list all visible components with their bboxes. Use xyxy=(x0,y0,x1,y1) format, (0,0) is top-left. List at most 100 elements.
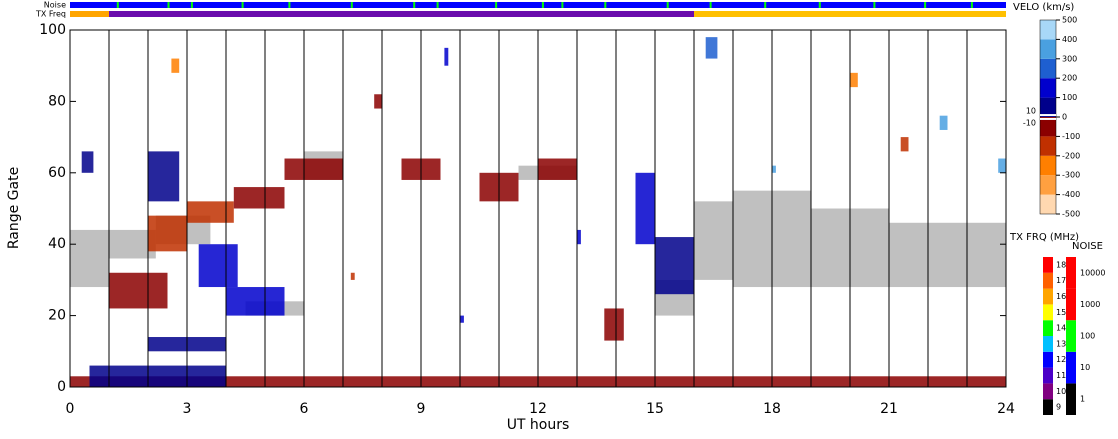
x-tick-label: 15 xyxy=(646,401,664,417)
noise-fleck xyxy=(167,2,170,8)
velocity-patch xyxy=(939,115,948,130)
x-tick-label: 21 xyxy=(880,401,898,417)
velo-tick-label: -100 xyxy=(1062,132,1080,141)
velo-colorbar-cell xyxy=(1040,39,1056,59)
velo-colorbar-cell xyxy=(1040,58,1056,79)
noise-colorbar-cell xyxy=(1066,320,1076,352)
velo-inner-label: -10 xyxy=(1023,118,1036,127)
txfrq-tick-label: 11 xyxy=(1056,371,1066,380)
velo-tick-label: -200 xyxy=(1062,151,1080,160)
txfrq-colorbar-cell xyxy=(1043,288,1053,305)
y-tick-label: 80 xyxy=(48,93,66,109)
velo-colorbar-cell xyxy=(1040,78,1056,98)
noise-fleck xyxy=(413,2,416,8)
velocity-patch xyxy=(89,365,226,387)
noise-fleck xyxy=(241,2,244,8)
noise-fleck xyxy=(561,2,564,8)
velocity-patch xyxy=(538,158,577,180)
velocity-patch xyxy=(226,287,285,316)
ground-scatter xyxy=(70,229,109,288)
txfrq-colorbar-cell xyxy=(1043,351,1053,368)
noise-tick-label: 1 xyxy=(1080,395,1085,404)
velocity-patch xyxy=(460,315,464,323)
noise-colorbar-cell xyxy=(1066,257,1076,289)
noise-fleck xyxy=(436,2,439,8)
txfrq-colorbar-cell xyxy=(1043,383,1053,400)
txfrq-colorbar-cell xyxy=(1043,399,1053,415)
velocity-patch xyxy=(374,94,382,109)
noise-fleck xyxy=(604,2,607,8)
noise-tick-label: 10000 xyxy=(1080,268,1105,277)
txfrq-tick-label: 17 xyxy=(1056,276,1066,285)
velocity-patch xyxy=(187,201,234,223)
noise-fleck xyxy=(541,2,544,8)
noise-bar xyxy=(70,2,1006,8)
velo-tick-label: -400 xyxy=(1062,190,1080,199)
x-tick-label: 24 xyxy=(997,401,1015,417)
velocity-patch xyxy=(444,47,449,66)
velocity-patch xyxy=(705,37,718,59)
txfrq-tick-label: 18 xyxy=(1056,260,1066,269)
txfrq-colorbar-cell xyxy=(1043,257,1053,273)
ground-scatter xyxy=(694,201,733,280)
txfrq-tick-label: 12 xyxy=(1056,355,1066,364)
noise-fleck xyxy=(970,2,973,8)
txfrq-tick-label: 14 xyxy=(1056,324,1066,333)
velocity-patch xyxy=(148,151,180,202)
noise-colorbar-cell xyxy=(1066,351,1076,384)
velocity-patch xyxy=(148,215,187,252)
noise-label: Noise xyxy=(44,1,66,10)
velo-colorbar-cell xyxy=(1040,136,1056,156)
txfrq-tick-label: 16 xyxy=(1056,292,1066,301)
velo-zero-band xyxy=(1040,117,1056,120)
noise-fleck xyxy=(924,2,927,8)
noise-fleck xyxy=(764,2,767,8)
txfrq-tick-label: 10 xyxy=(1056,387,1066,396)
noise-fleck xyxy=(190,2,193,8)
velocity-patch xyxy=(577,229,581,245)
velocity-patch xyxy=(998,158,1006,173)
noise-tick-label: 10 xyxy=(1080,363,1090,372)
txfrq-colorbar-cell xyxy=(1043,367,1053,384)
noise-title: NOISE xyxy=(1072,241,1103,252)
velocity-patch xyxy=(655,237,694,295)
velo-tick-label: 0 xyxy=(1062,113,1067,122)
x-axis-label: UT hours xyxy=(507,417,570,433)
noise-fleck xyxy=(709,2,712,8)
velocity-patch xyxy=(350,272,355,280)
noise-fleck xyxy=(873,2,876,8)
velocity-patch xyxy=(81,151,94,173)
velo-zero-band xyxy=(1040,114,1056,117)
velocity-patch xyxy=(233,187,285,209)
velocity-patch xyxy=(284,158,343,180)
velocity-patch xyxy=(772,165,776,173)
txfreq-segment xyxy=(694,11,1006,17)
x-tick-label: 18 xyxy=(763,401,781,417)
y-tick-label: 40 xyxy=(48,236,66,252)
noise-tick-label: 100 xyxy=(1080,332,1095,341)
velocity-patch xyxy=(635,172,655,245)
y-tick-label: 20 xyxy=(48,308,66,324)
velocity-patch xyxy=(171,58,180,73)
velo-colorbar-cell xyxy=(1040,97,1056,117)
velo-tick-label: 300 xyxy=(1062,54,1077,63)
velo-tick-label: 100 xyxy=(1062,93,1077,102)
txfrq-colorbar-cell xyxy=(1043,320,1053,336)
ground-scatter xyxy=(889,222,1006,288)
noise-tick-label: 1000 xyxy=(1080,300,1100,309)
y-tick-label: 100 xyxy=(39,22,66,38)
txfrq-colorbar-cell xyxy=(1043,272,1053,289)
txfrq-tick-label: 13 xyxy=(1056,339,1066,348)
velo-tick-label: 400 xyxy=(1062,35,1077,44)
velocity-patch xyxy=(198,244,238,288)
velo-tick-label: 500 xyxy=(1062,16,1077,25)
txfrq-tick-label: 9 xyxy=(1056,403,1061,412)
velo-colorbar-cell xyxy=(1040,20,1056,40)
txfrq-title: TX FRQ (MHz) xyxy=(1009,232,1079,243)
x-tick-label: 12 xyxy=(529,401,547,417)
velo-title: VELO (km/s) xyxy=(1013,2,1074,13)
txfrq-colorbar-cell xyxy=(1043,304,1053,321)
txfreq-segment xyxy=(70,11,109,17)
y-tick-label: 60 xyxy=(48,165,66,181)
